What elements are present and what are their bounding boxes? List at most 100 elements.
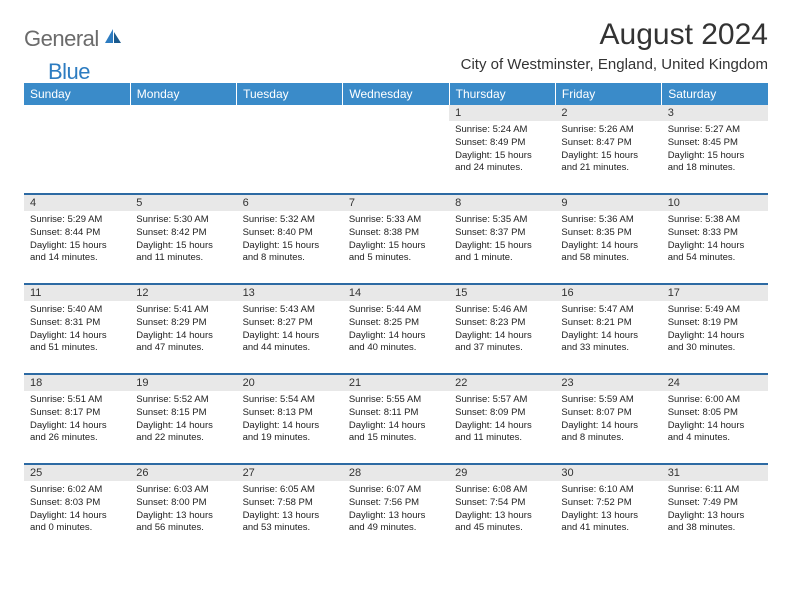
day-detail: Sunrise: 5:26 AMSunset: 8:47 PMDaylight:…	[555, 121, 661, 179]
day-number: 22	[449, 375, 555, 391]
sunrise-line: Sunrise: 5:33 AM	[349, 214, 443, 227]
sunrise-line: Sunrise: 5:51 AM	[30, 394, 124, 407]
logo: General	[24, 18, 125, 52]
sunset-line: Sunset: 7:49 PM	[668, 497, 762, 510]
daylight-line: Daylight: 15 hours and 18 minutes.	[668, 150, 762, 176]
dow-header: Wednesday	[343, 83, 449, 105]
day-cell: 26Sunrise: 6:03 AMSunset: 8:00 PMDayligh…	[130, 465, 236, 553]
daylight-line: Daylight: 14 hours and 47 minutes.	[136, 330, 230, 356]
day-detail: Sunrise: 5:44 AMSunset: 8:25 PMDaylight:…	[343, 301, 449, 359]
sunrise-line: Sunrise: 5:32 AM	[243, 214, 337, 227]
dow-header: Monday	[130, 83, 236, 105]
sunrise-line: Sunrise: 5:27 AM	[668, 124, 762, 137]
day-cell: 27Sunrise: 6:05 AMSunset: 7:58 PMDayligh…	[237, 465, 343, 553]
sunset-line: Sunset: 8:29 PM	[136, 317, 230, 330]
sunset-line: Sunset: 8:35 PM	[561, 227, 655, 240]
daylight-line: Daylight: 15 hours and 14 minutes.	[30, 240, 124, 266]
day-detail: Sunrise: 6:00 AMSunset: 8:05 PMDaylight:…	[662, 391, 768, 449]
sunrise-line: Sunrise: 5:57 AM	[455, 394, 549, 407]
day-cell: 20Sunrise: 5:54 AMSunset: 8:13 PMDayligh…	[237, 375, 343, 463]
day-number: 26	[130, 465, 236, 481]
day-cell: 14Sunrise: 5:44 AMSunset: 8:25 PMDayligh…	[343, 285, 449, 373]
day-cell: 11Sunrise: 5:40 AMSunset: 8:31 PMDayligh…	[24, 285, 130, 373]
sunrise-line: Sunrise: 5:26 AM	[561, 124, 655, 137]
day-cell: 13Sunrise: 5:43 AMSunset: 8:27 PMDayligh…	[237, 285, 343, 373]
day-detail: Sunrise: 5:24 AMSunset: 8:49 PMDaylight:…	[449, 121, 555, 179]
sunset-line: Sunset: 8:23 PM	[455, 317, 549, 330]
day-detail: Sunrise: 6:10 AMSunset: 7:52 PMDaylight:…	[555, 481, 661, 539]
daylight-line: Daylight: 14 hours and 4 minutes.	[668, 420, 762, 446]
day-number: 2	[555, 105, 661, 121]
day-detail: Sunrise: 5:30 AMSunset: 8:42 PMDaylight:…	[130, 211, 236, 269]
day-cell: 9Sunrise: 5:36 AMSunset: 8:35 PMDaylight…	[555, 195, 661, 283]
sunset-line: Sunset: 8:44 PM	[30, 227, 124, 240]
sunset-line: Sunset: 8:17 PM	[30, 407, 124, 420]
day-number: 30	[555, 465, 661, 481]
day-cell: 29Sunrise: 6:08 AMSunset: 7:54 PMDayligh…	[449, 465, 555, 553]
week-row: 11Sunrise: 5:40 AMSunset: 8:31 PMDayligh…	[24, 285, 768, 373]
week-row: 18Sunrise: 5:51 AMSunset: 8:17 PMDayligh…	[24, 375, 768, 463]
daylight-line: Daylight: 14 hours and 11 minutes.	[455, 420, 549, 446]
empty-day-cell	[130, 105, 236, 193]
sunset-line: Sunset: 7:58 PM	[243, 497, 337, 510]
day-number: 3	[662, 105, 768, 121]
header: General August 2024 City of Westminster,…	[24, 18, 768, 81]
sunset-line: Sunset: 8:33 PM	[668, 227, 762, 240]
day-number: 11	[24, 285, 130, 301]
sunrise-line: Sunrise: 5:40 AM	[30, 304, 124, 317]
dow-header: Tuesday	[237, 83, 343, 105]
sunset-line: Sunset: 7:52 PM	[561, 497, 655, 510]
daylight-line: Daylight: 13 hours and 49 minutes.	[349, 510, 443, 536]
day-cell: 15Sunrise: 5:46 AMSunset: 8:23 PMDayligh…	[449, 285, 555, 373]
sunrise-line: Sunrise: 5:49 AM	[668, 304, 762, 317]
sunset-line: Sunset: 8:15 PM	[136, 407, 230, 420]
month-title: August 2024	[461, 18, 768, 52]
day-number: 27	[237, 465, 343, 481]
sunset-line: Sunset: 8:38 PM	[349, 227, 443, 240]
day-number: 10	[662, 195, 768, 211]
day-detail: Sunrise: 5:38 AMSunset: 8:33 PMDaylight:…	[662, 211, 768, 269]
day-number: 25	[24, 465, 130, 481]
daylight-line: Daylight: 13 hours and 38 minutes.	[668, 510, 762, 536]
day-cell: 22Sunrise: 5:57 AMSunset: 8:09 PMDayligh…	[449, 375, 555, 463]
day-number: 6	[237, 195, 343, 211]
day-detail: Sunrise: 5:29 AMSunset: 8:44 PMDaylight:…	[24, 211, 130, 269]
daylight-line: Daylight: 14 hours and 15 minutes.	[349, 420, 443, 446]
sunset-line: Sunset: 7:56 PM	[349, 497, 443, 510]
day-number: 13	[237, 285, 343, 301]
day-number: 20	[237, 375, 343, 391]
sunrise-line: Sunrise: 5:36 AM	[561, 214, 655, 227]
daylight-line: Daylight: 15 hours and 5 minutes.	[349, 240, 443, 266]
day-cell: 12Sunrise: 5:41 AMSunset: 8:29 PMDayligh…	[130, 285, 236, 373]
day-detail: Sunrise: 6:05 AMSunset: 7:58 PMDaylight:…	[237, 481, 343, 539]
day-cell: 7Sunrise: 5:33 AMSunset: 8:38 PMDaylight…	[343, 195, 449, 283]
sunrise-line: Sunrise: 6:05 AM	[243, 484, 337, 497]
day-number: 8	[449, 195, 555, 211]
day-detail: Sunrise: 5:47 AMSunset: 8:21 PMDaylight:…	[555, 301, 661, 359]
daylight-line: Daylight: 14 hours and 51 minutes.	[30, 330, 124, 356]
day-cell: 19Sunrise: 5:52 AMSunset: 8:15 PMDayligh…	[130, 375, 236, 463]
sunrise-line: Sunrise: 5:30 AM	[136, 214, 230, 227]
daylight-line: Daylight: 14 hours and 37 minutes.	[455, 330, 549, 356]
day-number: 29	[449, 465, 555, 481]
daylight-line: Daylight: 13 hours and 45 minutes.	[455, 510, 549, 536]
day-number: 14	[343, 285, 449, 301]
day-detail: Sunrise: 5:59 AMSunset: 8:07 PMDaylight:…	[555, 391, 661, 449]
day-detail: Sunrise: 5:41 AMSunset: 8:29 PMDaylight:…	[130, 301, 236, 359]
daylight-line: Daylight: 15 hours and 24 minutes.	[455, 150, 549, 176]
daylight-line: Daylight: 14 hours and 22 minutes.	[136, 420, 230, 446]
sunset-line: Sunset: 8:37 PM	[455, 227, 549, 240]
day-number: 4	[24, 195, 130, 211]
sunrise-line: Sunrise: 6:03 AM	[136, 484, 230, 497]
day-cell: 21Sunrise: 5:55 AMSunset: 8:11 PMDayligh…	[343, 375, 449, 463]
sunrise-line: Sunrise: 5:43 AM	[243, 304, 337, 317]
day-detail: Sunrise: 5:40 AMSunset: 8:31 PMDaylight:…	[24, 301, 130, 359]
sunrise-line: Sunrise: 6:11 AM	[668, 484, 762, 497]
sunrise-line: Sunrise: 6:08 AM	[455, 484, 549, 497]
day-cell: 4Sunrise: 5:29 AMSunset: 8:44 PMDaylight…	[24, 195, 130, 283]
day-cell: 18Sunrise: 5:51 AMSunset: 8:17 PMDayligh…	[24, 375, 130, 463]
daylight-line: Daylight: 14 hours and 58 minutes.	[561, 240, 655, 266]
day-cell: 8Sunrise: 5:35 AMSunset: 8:37 PMDaylight…	[449, 195, 555, 283]
sunrise-line: Sunrise: 5:47 AM	[561, 304, 655, 317]
logo-text-gray: General	[24, 26, 99, 52]
